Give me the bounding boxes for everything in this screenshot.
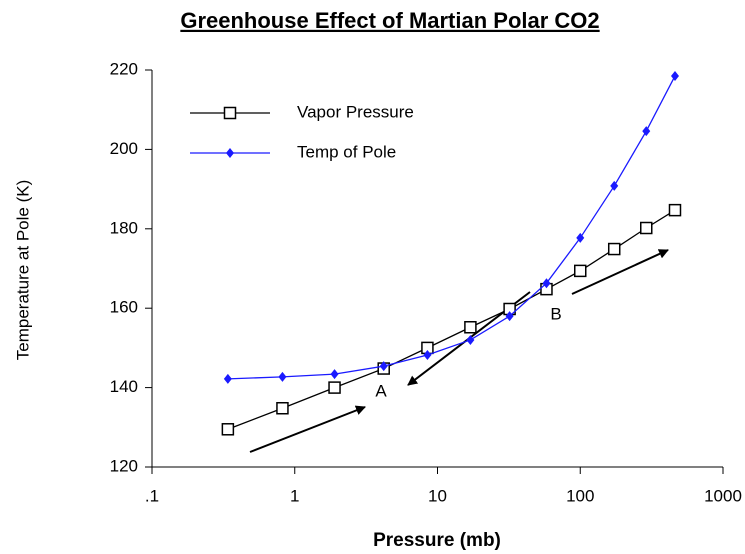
y-tick-label: 180 [110, 218, 138, 237]
marker [330, 369, 339, 380]
legend-marker [223, 106, 237, 120]
y-tick-label: 140 [110, 377, 138, 396]
chart-title: Greenhouse Effect of Martian Polar CO2 [180, 8, 599, 33]
marker [276, 401, 289, 415]
y-axis-label: Temperature at Pole (K) [13, 180, 32, 360]
annotation: B [550, 304, 561, 323]
legend-label: Vapor Pressure [297, 102, 414, 121]
marker [642, 126, 651, 137]
x-tick-label: 1000 [704, 486, 742, 505]
series-line [227, 209, 676, 430]
marker [423, 350, 432, 361]
marker [542, 278, 551, 289]
marker [466, 334, 475, 345]
annotation: A [375, 381, 387, 400]
x-tick-label: 100 [566, 486, 594, 505]
y-tick-label: 120 [110, 456, 138, 475]
marker [379, 361, 388, 372]
marker [607, 242, 621, 256]
marker [576, 232, 585, 243]
legend-label: Temp of Pole [297, 142, 396, 161]
marker [278, 371, 287, 382]
marker [670, 70, 679, 81]
marker [574, 264, 587, 278]
x-tick-label: 1 [290, 486, 299, 505]
y-tick-label: 200 [110, 139, 138, 158]
marker [640, 221, 653, 235]
y-tick-label: 220 [110, 59, 138, 78]
legend-marker [226, 148, 234, 158]
x-tick-label: 10 [428, 486, 447, 505]
y-tick-label: 160 [110, 298, 138, 317]
marker [221, 423, 235, 436]
marker [668, 203, 682, 217]
x-tick-label: .1 [145, 486, 159, 505]
marker [464, 321, 477, 334]
marker [505, 311, 514, 322]
series-line [227, 75, 676, 380]
arrow [571, 249, 669, 295]
marker [223, 373, 232, 384]
marker [610, 180, 619, 191]
arrow [249, 405, 366, 453]
x-axis-label: Pressure (mb) [373, 530, 501, 551]
marker [328, 381, 341, 394]
